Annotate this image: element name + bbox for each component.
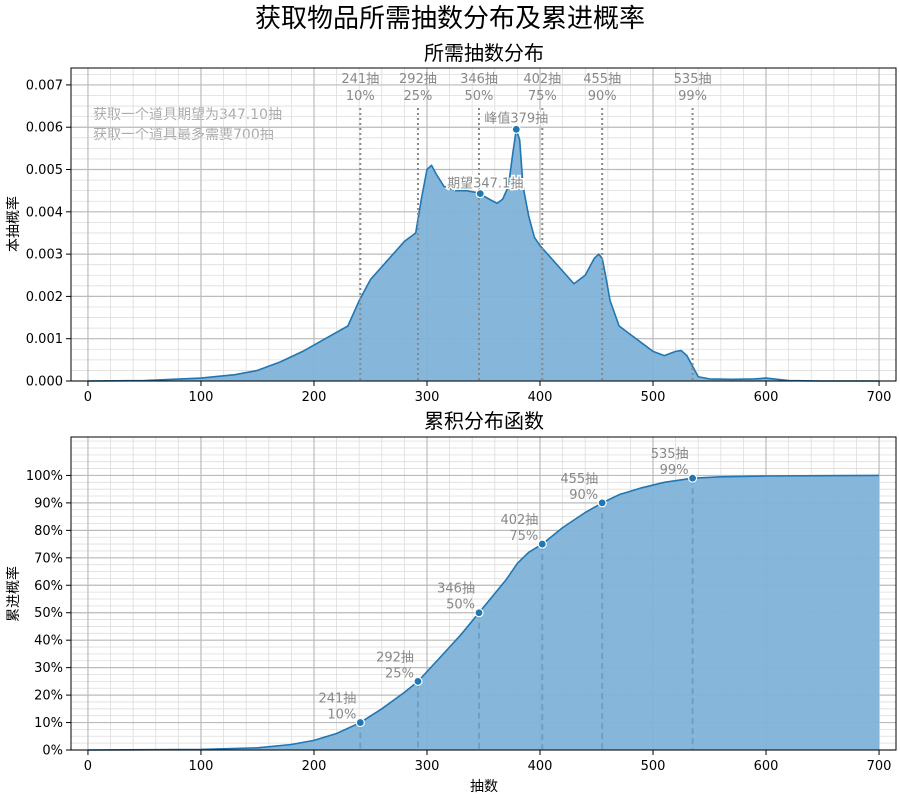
pdf-xtick-label: 200 [302, 390, 327, 405]
cdf-ytick-label: 90% [34, 496, 63, 511]
cdf-xtick-label: 200 [302, 759, 327, 774]
cdf-series-line [87, 474, 880, 751]
pdf-percentile-label: 90% [588, 89, 617, 104]
pdf-ytick-label: 0.004 [26, 205, 63, 220]
cdf-ytick-label: 80% [34, 524, 63, 539]
pdf-panel: 所需抽数分布 本抽概率 获取一个道具期望为347.10抽 获取一个道具最多需要7… [5, 41, 897, 405]
cdf-percentile-marker [474, 608, 484, 618]
cdf-ytick-label: 60% [34, 579, 63, 594]
pdf-xtick-label: 0 [84, 390, 92, 405]
pdf-ytick-label: 0.002 [26, 290, 63, 305]
pdf-axes-frame [70, 67, 897, 382]
pdf-expected-marker [475, 189, 485, 199]
cdf-percentile-label: 90% [569, 488, 598, 503]
pdf-ytick-label: 0.005 [26, 163, 63, 178]
pdf-percentile-label: 75% [528, 89, 557, 104]
pdf-ytick-label: 0.003 [26, 248, 63, 263]
pdf-percentile-label: 25% [403, 89, 432, 104]
pdf-percentile-label: 50% [465, 89, 494, 104]
cdf-percentile-draws-label: 292抽 [376, 650, 414, 665]
pdf-info-expected: 获取一个道具期望为347.10抽 [93, 107, 282, 123]
pdf-percentile-draws-label: 402抽 [523, 72, 561, 87]
pdf-ylabel: 本抽概率 [5, 196, 22, 252]
pdf-xtick-label: 400 [528, 390, 553, 405]
cdf-ytick-label: 30% [34, 661, 63, 676]
pdf-xtick-label: 700 [867, 390, 892, 405]
pdf-ytick-label: 0.006 [26, 121, 63, 136]
cdf-percentile-label: 25% [385, 666, 414, 681]
cdf-ytick-label: 50% [34, 606, 63, 621]
pdf-percentile-label: 99% [678, 89, 707, 104]
cdf-title: 累积分布函数 [424, 409, 544, 433]
pdf-xtick-label: 600 [754, 390, 779, 405]
cdf-xtick-label: 100 [189, 759, 214, 774]
cdf-percentile-marker [597, 498, 607, 508]
cdf-percentile-label: 50% [446, 598, 475, 613]
cdf-ytick-label: 40% [34, 634, 63, 649]
cdf-xlabel: 抽数 [470, 779, 498, 795]
cdf-percentile-draws-label: 535抽 [651, 447, 689, 462]
pdf-ytick-label: 0.001 [26, 332, 63, 347]
cdf-percentile-draws-label: 346抽 [437, 582, 475, 597]
pdf-percentile-draws-label: 292抽 [399, 72, 437, 87]
cdf-axes-frame [70, 436, 897, 751]
cdf-percentile-label: 99% [660, 463, 689, 478]
pdf-xtick-label: 500 [641, 390, 666, 405]
cdf-xtick-label: 300 [415, 759, 440, 774]
cdf-xtick-label: 500 [641, 759, 666, 774]
cdf-ytick-label: 10% [34, 716, 63, 731]
pdf-percentile-draws-label: 535抽 [674, 72, 712, 87]
pdf-peak-label: 峰值379抽 [484, 110, 548, 126]
figure-title: 获取物品所需抽数分布及累进概率 [255, 4, 645, 34]
cdf-xtick-label: 600 [754, 759, 779, 774]
pdf-ytick-label: 0.007 [26, 78, 63, 93]
cdf-percentile-marker [687, 473, 698, 483]
cdf-ytick-label: 20% [34, 689, 63, 704]
pdf-ytick-label: 0.000 [26, 375, 63, 390]
cdf-percentile-label: 75% [509, 529, 538, 544]
cdf-ylabel: 累进概率 [5, 566, 22, 622]
cdf-ytick-label: 70% [34, 551, 63, 566]
cdf-ytick-label: 0% [42, 744, 63, 759]
cdf-percentile-label: 10% [327, 708, 356, 723]
cdf-xtick-label: 0 [84, 759, 92, 774]
cdf-percentile-marker [537, 539, 547, 549]
pdf-peak-marker [511, 124, 521, 134]
cdf-xtick-label: 700 [867, 759, 892, 774]
cdf-percentile-draws-label: 455抽 [560, 472, 598, 487]
cdf-panel: 累积分布函数 累进概率 抽数 0 100 200 300 400 500 600 700 0% 1… [5, 409, 897, 795]
pdf-xtick-label: 300 [415, 390, 440, 405]
cdf-xtick-label: 400 [528, 759, 553, 774]
pdf-percentile-draws-label: 455抽 [583, 72, 621, 87]
pdf-info-max: 获取一个道具最多需要700抽 [93, 126, 274, 143]
pdf-percentile-draws-label: 241抽 [341, 72, 379, 87]
pdf-xtick-label: 100 [189, 390, 214, 405]
cdf-ytick-label: 100% [26, 469, 63, 484]
cdf-percentile-marker [355, 717, 365, 728]
cdf-percentile-draws-label: 402抽 [500, 513, 538, 528]
pdf-area-fill [87, 129, 880, 381]
pdf-series-line [87, 128, 880, 382]
pdf-title: 所需抽数分布 [424, 41, 544, 65]
pdf-expected-label: 期望347.1抽 [447, 176, 523, 192]
pdf-percentile-draws-label: 346抽 [460, 72, 498, 87]
cdf-percentile-marker [413, 676, 423, 686]
pdf-percentile-label: 10% [346, 89, 375, 104]
cdf-percentile-draws-label: 241抽 [318, 692, 356, 707]
